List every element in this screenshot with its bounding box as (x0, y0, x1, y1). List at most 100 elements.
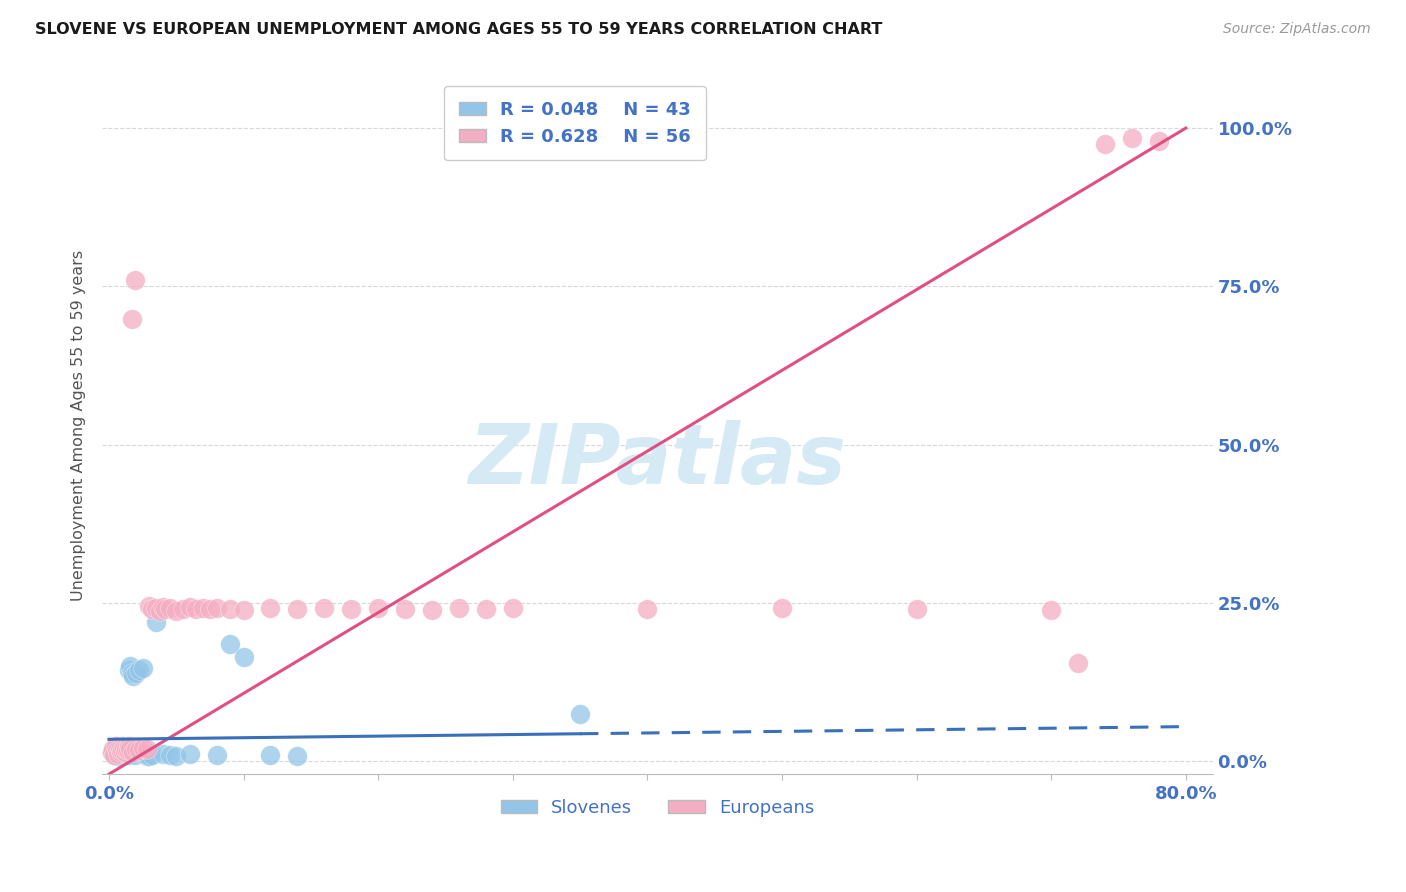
Point (111, 743, 134, 757)
Point (112, 745, 135, 759)
Point (104, 739, 127, 753)
Point (124, 273, 146, 287)
Point (105, 743, 128, 757)
Point (131, 740, 153, 755)
Point (1121, 130, 1143, 145)
Point (394, 602, 416, 616)
Point (125, 741, 148, 756)
Point (259, 601, 281, 615)
Point (110, 745, 132, 759)
Point (108, 741, 131, 756)
Point (108, 741, 131, 756)
Point (135, 749, 157, 764)
Point (1040, 603, 1063, 617)
Point (219, 637, 242, 651)
Point (100, 745, 122, 759)
Point (115, 741, 138, 756)
Point (117, 743, 139, 757)
Point (475, 602, 498, 616)
Point (122, 669, 145, 683)
Point (104, 739, 127, 753)
Point (114, 745, 136, 759)
Point (159, 748, 181, 763)
Point (103, 748, 125, 763)
Point (111, 743, 134, 757)
Point (125, 665, 148, 680)
Point (141, 748, 163, 763)
Point (232, 649, 254, 664)
Point (287, 749, 309, 764)
Point (165, 749, 187, 764)
Point (114, 741, 136, 756)
Point (193, 600, 215, 615)
Point (103, 748, 125, 763)
Point (186, 602, 208, 616)
Point (1067, 657, 1090, 671)
Point (420, 603, 443, 617)
Point (636, 602, 658, 616)
Point (118, 739, 141, 753)
Point (259, 748, 281, 763)
Point (115, 747, 138, 761)
Point (287, 602, 309, 616)
Point (149, 604, 172, 618)
Point (155, 602, 177, 616)
Point (138, 599, 160, 614)
Legend: Slovenes, Europeans: Slovenes, Europeans (494, 792, 821, 824)
Point (165, 604, 187, 618)
Point (135, 741, 157, 756)
Point (770, 601, 793, 615)
Point (118, 663, 141, 677)
Point (152, 747, 174, 761)
Point (138, 749, 160, 764)
Point (105, 749, 128, 764)
Point (121, 665, 143, 680)
Point (340, 602, 363, 616)
Point (179, 747, 201, 761)
Text: Source: ZipAtlas.com: Source: ZipAtlas.com (1223, 22, 1371, 37)
Point (502, 600, 524, 615)
Point (367, 601, 389, 615)
Point (101, 741, 124, 756)
Point (128, 663, 150, 677)
Point (112, 740, 135, 755)
Point (1094, 136, 1116, 151)
Point (447, 601, 470, 615)
Point (131, 661, 153, 675)
Point (110, 749, 132, 764)
Point (108, 745, 131, 759)
Point (105, 743, 128, 757)
Point (1147, 134, 1170, 148)
Point (118, 748, 141, 763)
Point (111, 739, 134, 753)
Y-axis label: Unemployment Among Ages 55 to 59 years: Unemployment Among Ages 55 to 59 years (72, 251, 86, 601)
Point (219, 602, 242, 616)
Point (107, 748, 129, 763)
Point (117, 743, 139, 757)
Point (120, 741, 142, 756)
Point (101, 741, 124, 756)
Point (121, 312, 143, 326)
Point (110, 747, 132, 761)
Point (159, 601, 181, 615)
Point (100, 745, 122, 759)
Point (198, 602, 221, 616)
Point (145, 615, 167, 629)
Point (107, 747, 129, 761)
Point (152, 599, 174, 614)
Text: ZIPatlas: ZIPatlas (468, 420, 846, 501)
Point (172, 602, 194, 616)
Point (124, 748, 146, 763)
Point (179, 599, 201, 614)
Point (112, 748, 135, 763)
Point (141, 602, 163, 616)
Point (145, 601, 167, 615)
Point (205, 601, 228, 615)
Point (128, 743, 150, 757)
Point (569, 706, 592, 721)
Point (314, 600, 336, 615)
Text: SLOVENE VS EUROPEAN UNEMPLOYMENT AMONG AGES 55 TO 59 YEARS CORRELATION CHART: SLOVENE VS EUROPEAN UNEMPLOYMENT AMONG A… (35, 22, 883, 37)
Point (107, 740, 129, 755)
Point (205, 748, 228, 763)
Point (232, 603, 254, 617)
